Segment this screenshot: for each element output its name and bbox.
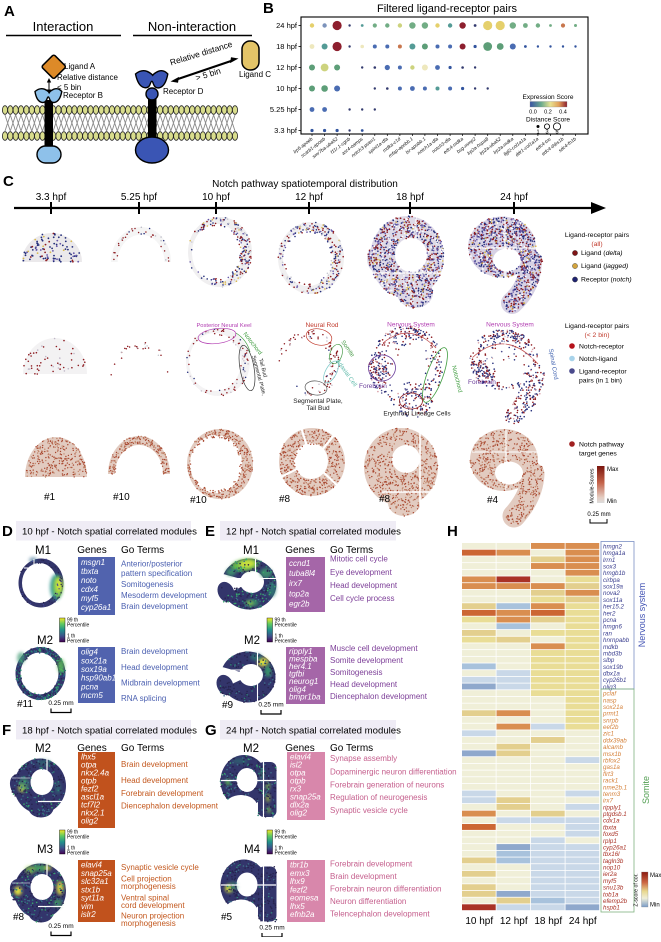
svg-text:Nervous System: Nervous System xyxy=(486,322,534,329)
svg-text:Distance Score: Distance Score xyxy=(526,117,570,124)
svg-text:Filtered ligand-receptor pairs: Filtered ligand-receptor pairs xyxy=(377,3,518,15)
svg-text:Forebrain: Forebrain xyxy=(359,383,387,390)
svg-text:Non-interaction: Non-interaction xyxy=(148,19,236,34)
svg-text:24 hpf: 24 hpf xyxy=(276,21,298,30)
svg-text:Notch-ligand: Notch-ligand xyxy=(579,356,617,363)
svg-text:10 hpf: 10 hpf xyxy=(202,192,230,203)
svg-text:Receptor B: Receptor B xyxy=(63,91,103,100)
svg-text:3.3 hpf: 3.3 hpf xyxy=(36,192,67,203)
svg-text:Ligand (jagged): Ligand (jagged) xyxy=(581,263,628,270)
svg-text:Expression Score: Expression Score xyxy=(523,94,574,101)
svg-text:Erythroid Lineage Cells: Erythroid Lineage Cells xyxy=(383,411,451,418)
svg-text:Ligand A: Ligand A xyxy=(64,62,96,71)
svg-text:Segmental Plate,: Segmental Plate, xyxy=(293,398,343,405)
svg-text:12 hpf: 12 hpf xyxy=(276,63,298,72)
svg-text:1: 1 xyxy=(536,130,539,136)
svg-text:#10: #10 xyxy=(190,495,207,506)
svg-text:C: C xyxy=(3,173,14,190)
svg-text:Receptor (notch): Receptor (notch) xyxy=(581,277,632,284)
svg-text:0.0: 0.0 xyxy=(529,110,537,116)
svg-text:24 hpf: 24 hpf xyxy=(500,192,528,203)
svg-text:(all): (all) xyxy=(591,241,602,248)
svg-text:Interaction: Interaction xyxy=(33,19,94,34)
svg-text:18 hpf: 18 hpf xyxy=(276,42,298,51)
svg-text:Nervous System: Nervous System xyxy=(387,322,435,329)
svg-text:3.3 hpf: 3.3 hpf xyxy=(274,126,298,135)
svg-text:(< 2 bin): (< 2 bin) xyxy=(584,332,609,339)
svg-text:Neural Rod: Neural Rod xyxy=(306,322,339,329)
svg-text:5.25 hpf: 5.25 hpf xyxy=(270,105,298,114)
svg-text:Ligand-receptor pairs: Ligand-receptor pairs xyxy=(565,323,630,330)
svg-text:B: B xyxy=(263,0,274,17)
svg-text:#10: #10 xyxy=(113,492,130,503)
svg-text:5: 5 xyxy=(555,130,558,136)
svg-text:3: 3 xyxy=(545,130,548,136)
svg-text:Ligand C: Ligand C xyxy=(239,70,271,79)
svg-text:10 hpf: 10 hpf xyxy=(276,84,298,93)
svg-text:0.2: 0.2 xyxy=(544,110,552,116)
svg-text:Tail Bud: Tail Bud xyxy=(306,405,330,412)
svg-text:12 hpf: 12 hpf xyxy=(295,192,323,203)
svg-text:Receptor D: Receptor D xyxy=(163,87,204,96)
svg-text:pairs (in 1 bin): pairs (in 1 bin) xyxy=(579,378,622,385)
svg-text:0.4: 0.4 xyxy=(559,110,567,116)
svg-text:#1: #1 xyxy=(44,492,56,503)
svg-text:Notch-receptor: Notch-receptor xyxy=(579,344,625,351)
svg-text:Ligand-receptor: Ligand-receptor xyxy=(579,369,627,376)
svg-text:Forebrain: Forebrain xyxy=(468,379,496,386)
svg-text:A: A xyxy=(4,3,15,20)
svg-text:5.25 hpf: 5.25 hpf xyxy=(121,192,157,203)
svg-text:Ligand-receptor pairs: Ligand-receptor pairs xyxy=(565,232,630,239)
svg-text:18 hpf: 18 hpf xyxy=(396,192,424,203)
svg-text:Ligand (delta): Ligand (delta) xyxy=(581,250,623,257)
svg-text:Notch pathway spatiotemporal d: Notch pathway spatiotemporal distributio… xyxy=(212,179,398,190)
svg-text:Relative distance: Relative distance xyxy=(57,73,118,82)
